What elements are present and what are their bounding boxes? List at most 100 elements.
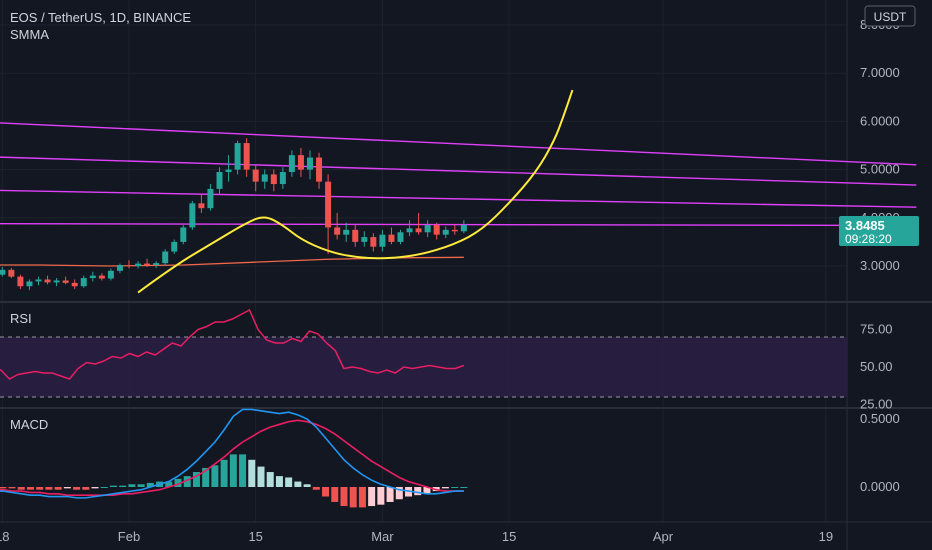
trendline[interactable] (0, 156, 917, 186)
candle-body (316, 157, 323, 182)
candle-body (243, 143, 250, 170)
candle-body (261, 174, 268, 182)
candle (80, 275, 87, 288)
macd-histogram-bar (423, 487, 431, 494)
macd-histogram-bar (17, 487, 25, 490)
trendline[interactable] (0, 222, 917, 227)
candle-body (433, 225, 440, 235)
candle-body (325, 181, 332, 228)
candle (261, 169, 268, 189)
time-axis-tick: 15 (502, 529, 516, 544)
candle-body (135, 263, 142, 266)
candle-body (270, 174, 277, 185)
candle-body (279, 172, 286, 185)
macd-histogram-bar (285, 477, 293, 487)
macd-histogram-bar (137, 484, 145, 487)
candle (135, 261, 142, 269)
candle-body (460, 225, 467, 232)
macd-histogram-bar (358, 487, 366, 508)
macd-histogram-bar (73, 487, 81, 490)
macd-axis-tick: 0.5000 (860, 411, 900, 426)
drawing-layer[interactable] (137, 89, 574, 294)
candle (451, 225, 458, 235)
last-price-countdown: 09:28:20 (845, 232, 892, 246)
currency-badge-label: USDT (874, 10, 907, 24)
candle (316, 152, 323, 189)
candle-body (370, 237, 377, 247)
macd-histogram-bar (386, 487, 394, 502)
axes-layer: 8.00007.00006.00005.00004.00003.000075.0… (0, 17, 900, 544)
rsi-axis-tick: 25.00 (860, 397, 893, 412)
candle (279, 167, 286, 189)
trendline[interactable] (0, 189, 917, 208)
candle-body (352, 229, 359, 242)
candle-body (80, 278, 87, 287)
candle (162, 249, 169, 266)
candles-layer (0, 138, 467, 291)
candle-body (107, 270, 114, 279)
time-axis-tick: 19 (819, 529, 833, 544)
candle (180, 225, 187, 245)
candle-body (388, 234, 395, 242)
candle-body (334, 227, 341, 235)
candle-body (171, 241, 178, 252)
candle (460, 220, 467, 234)
candle-body (0, 269, 6, 275)
time-axis-tick: 18 (0, 529, 10, 544)
candle (71, 279, 78, 290)
candle-body (234, 143, 241, 170)
candle-body (116, 265, 123, 271)
macd-pane-label[interactable]: MACD (10, 417, 48, 432)
candle (397, 229, 404, 245)
currency-badge[interactable]: USDT (864, 5, 916, 27)
macd-histogram-bar (8, 487, 16, 489)
trendline[interactable] (0, 121, 917, 166)
cup-handle-drawing[interactable] (137, 89, 574, 294)
trendlines-layer[interactable] (0, 121, 917, 227)
price-axis-tick: 6.0000 (860, 113, 900, 128)
rsi-pane-label[interactable]: RSI (10, 311, 32, 326)
rsi-axis-tick: 75.00 (860, 322, 893, 337)
candle-body (361, 237, 368, 242)
macd-histogram-bar (266, 472, 274, 487)
macd-histogram-bar (377, 487, 385, 505)
macd-histogram-bar (239, 454, 247, 487)
macd-histogram-bar (63, 487, 71, 489)
candle-body (53, 280, 60, 283)
candle-body (89, 275, 96, 279)
indicator-label[interactable]: SMMA (10, 27, 49, 42)
candle (189, 200, 196, 230)
macd-histogram-bar (312, 487, 320, 490)
macd-histogram-bar (128, 484, 136, 487)
candle (17, 274, 24, 290)
macd-histogram-bar (54, 487, 62, 490)
macd-histogram-bar (322, 487, 330, 497)
rsi-layer (0, 308, 465, 380)
candle (53, 278, 60, 287)
time-axis-tick: Mar (371, 529, 394, 544)
candle-body (225, 169, 232, 173)
candle-body (126, 265, 132, 267)
candle-body (189, 203, 196, 228)
candle-body (297, 155, 304, 170)
macd-histogram-bar (165, 481, 173, 487)
candle (26, 279, 33, 291)
candle-body (207, 188, 214, 209)
macd-histogram-bar (248, 459, 256, 487)
candle (207, 184, 214, 211)
symbol-title: EOS / TetherUS, 1D, BINANCE (10, 10, 191, 25)
candle-body (442, 229, 449, 235)
macd-histogram-bar (229, 454, 237, 487)
macd-histogram-bar (26, 487, 34, 490)
macd-histogram-bar (395, 487, 403, 500)
candle-body (26, 281, 33, 287)
macd-histogram-bar (211, 465, 219, 487)
macd-histogram-bar (82, 487, 90, 490)
candle-body (397, 232, 404, 242)
candle-body (153, 263, 160, 266)
macd-axis-tick: 0.0000 (860, 479, 900, 494)
candle (144, 258, 151, 267)
candle-body (406, 228, 413, 233)
